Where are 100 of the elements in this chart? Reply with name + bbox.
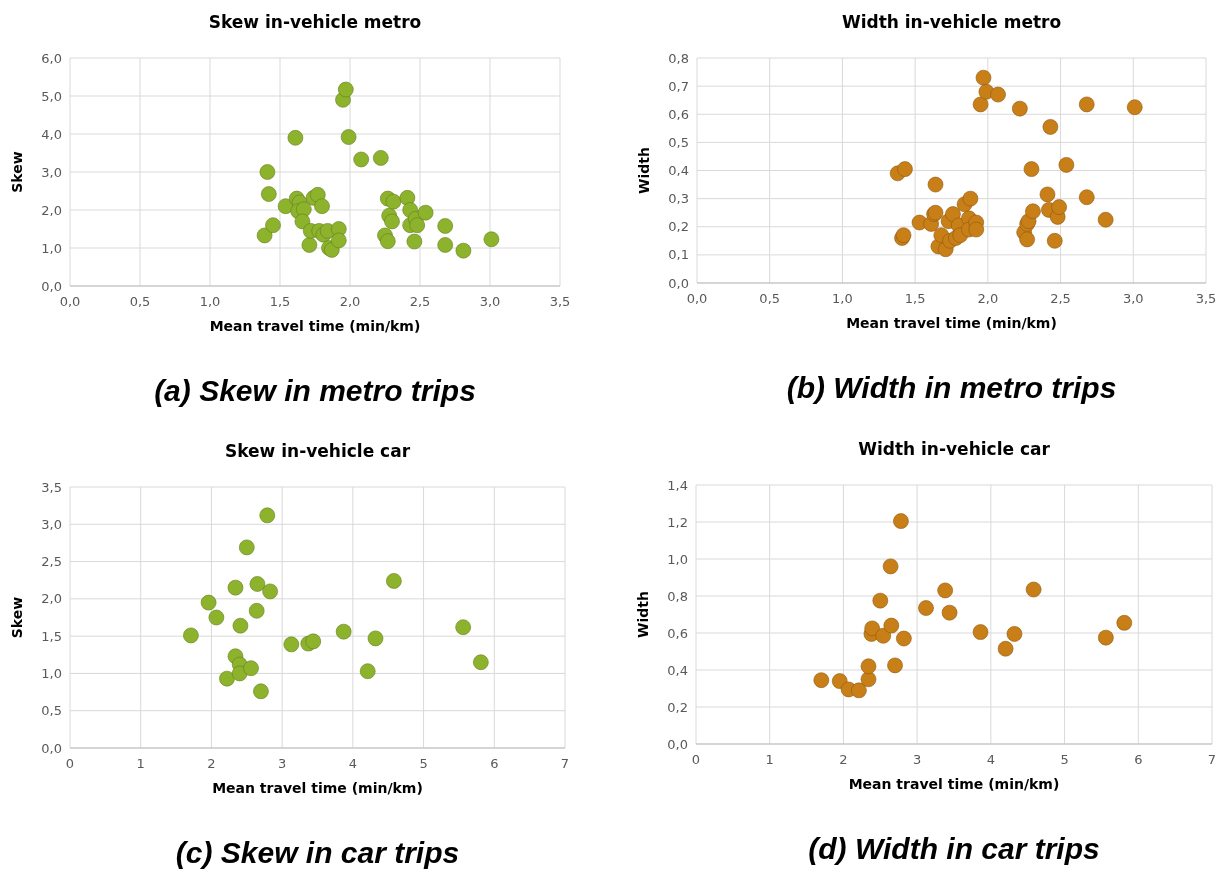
point: [972, 624, 989, 640]
x-tick-label: 6: [490, 756, 499, 771]
chart-title: Skew in-vehicle metro: [208, 12, 422, 32]
x-tick-label: 7: [1207, 752, 1217, 767]
point: [406, 233, 423, 250]
x-tick-label: 2: [207, 756, 216, 771]
y-tick-label: 2,5: [41, 554, 62, 570]
chart-title: Skew in-vehicle car: [224, 441, 411, 461]
point: [1039, 186, 1056, 203]
point: [975, 69, 992, 86]
point: [872, 592, 889, 609]
x-tick-label: 0: [65, 756, 75, 771]
x-tick-label: 2,0: [339, 294, 361, 309]
y-axis-title: Skew: [9, 151, 25, 193]
x-tick-label: 2,0: [977, 291, 999, 306]
point: [1019, 231, 1035, 248]
y-tick-label: 0,8: [668, 50, 689, 66]
y-tick-label: 1,2: [667, 514, 688, 530]
point: [359, 663, 376, 679]
y-axis-title: Width: [635, 591, 651, 638]
point: [937, 582, 953, 599]
point: [972, 96, 989, 113]
text: (b) Width in metro trips: [786, 371, 1117, 404]
x-tick-label: 2,5: [409, 294, 431, 309]
y-tick-label: 2,0: [41, 591, 62, 607]
point: [261, 186, 277, 202]
text: (a) Skew in metro trips: [154, 374, 476, 407]
x-tick-label: 3,5: [549, 294, 571, 309]
point: [1116, 615, 1133, 631]
point: [813, 672, 830, 688]
point: [238, 539, 255, 556]
chart-title: Width in-vehicle metro: [841, 12, 1062, 32]
y-tick-label: 1,4: [667, 477, 688, 493]
point: [918, 600, 934, 616]
y-tick-label: 0,4: [667, 662, 688, 678]
x-tick-label: 3,0: [1122, 291, 1144, 306]
point: [248, 602, 265, 619]
text: (c) Skew in car trips: [175, 836, 460, 869]
point: [864, 620, 880, 637]
point: [1058, 157, 1075, 173]
point: [1051, 199, 1067, 215]
y-tick-label: 0,4: [668, 163, 689, 178]
point: [887, 657, 903, 674]
point: [227, 579, 244, 596]
point: [200, 594, 217, 611]
y-tick-label: 3,0: [41, 164, 62, 180]
y-tick-label: 0,0: [667, 736, 688, 752]
point: [941, 604, 958, 621]
x-tick-label: 1: [765, 752, 774, 767]
point: [262, 583, 278, 600]
point: [968, 221, 985, 238]
y-tick-label: 3,5: [41, 479, 62, 495]
point: [256, 227, 273, 244]
point: [259, 507, 276, 524]
point: [473, 654, 489, 671]
point: [1078, 96, 1095, 113]
point: [259, 164, 276, 180]
x-tick-label: 0,5: [129, 294, 151, 309]
point: [232, 617, 249, 634]
point: [409, 217, 425, 233]
y-tick-label: 0,5: [41, 703, 62, 719]
point: [483, 231, 500, 248]
point: [455, 242, 472, 259]
point: [283, 636, 300, 653]
x-tick-label: 1,0: [832, 291, 853, 306]
point: [219, 670, 235, 687]
y-tick-label: 0,6: [667, 625, 688, 641]
y-tick-label: 0,7: [668, 78, 689, 94]
x-axis-title: Mean travel time (min/km): [212, 780, 423, 796]
x-tick-label: 1,5: [269, 294, 291, 309]
point: [253, 683, 269, 700]
x-tick-label: 0: [691, 752, 701, 767]
point: [882, 558, 899, 575]
y-tick-label: 6,0: [41, 50, 62, 66]
point: [331, 232, 347, 249]
y-tick-label: 3,0: [41, 516, 62, 532]
point: [380, 233, 396, 249]
y-tick-label: 0,0: [668, 275, 689, 291]
y-tick-label: 0,6: [668, 106, 689, 122]
y-tick-label: 0,5: [668, 134, 689, 150]
point: [338, 81, 354, 98]
x-axis-title: Mean travel time (min/km): [846, 315, 1057, 331]
point: [962, 190, 979, 207]
x-tick-label: 0,5: [759, 291, 781, 306]
y-axis-title: Width: [636, 147, 652, 194]
x-tick-label: 4: [348, 756, 357, 771]
point: [1097, 211, 1114, 228]
y-tick-label: 1,0: [41, 665, 62, 681]
point: [1012, 100, 1028, 117]
x-tick-label: 3: [278, 756, 287, 771]
point: [437, 237, 453, 253]
point: [249, 576, 266, 592]
point: [243, 660, 259, 677]
x-axis-title: Mean travel time (min/km): [848, 776, 1060, 792]
point: [305, 633, 322, 650]
point: [1098, 629, 1114, 646]
point: [1025, 581, 1042, 598]
y-tick-label: 1,5: [41, 628, 62, 644]
point: [851, 682, 867, 699]
point: [883, 617, 900, 634]
